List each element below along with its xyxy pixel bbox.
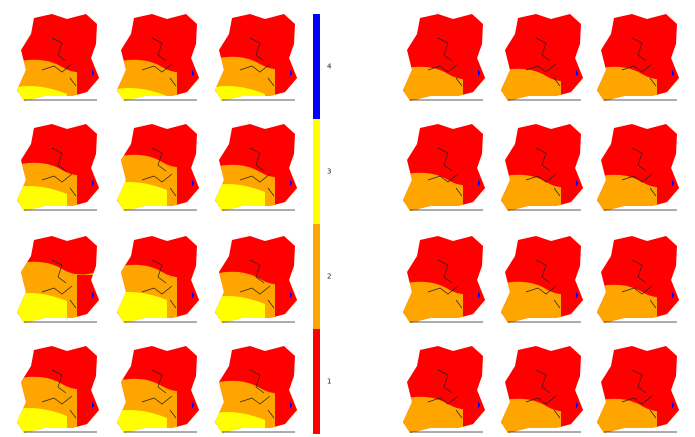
map-region bbox=[496, 323, 551, 331]
map-panel bbox=[12, 230, 107, 330]
map-panel bbox=[112, 118, 207, 218]
map-region bbox=[592, 433, 647, 437]
map-panel bbox=[592, 118, 687, 219]
map-fill bbox=[592, 230, 687, 331]
map-fill bbox=[592, 118, 687, 219]
map-fill bbox=[210, 118, 305, 218]
map-region bbox=[398, 323, 453, 331]
map-region bbox=[592, 323, 647, 331]
colorbar-segment bbox=[313, 14, 320, 119]
map-fill bbox=[210, 230, 305, 330]
map-panel bbox=[496, 230, 591, 331]
map-fill bbox=[210, 8, 305, 108]
map-panel bbox=[592, 230, 687, 331]
map-fill bbox=[496, 118, 591, 219]
map-region bbox=[112, 292, 167, 330]
map-region bbox=[77, 385, 107, 437]
map-fill bbox=[112, 8, 207, 108]
map-panel bbox=[398, 118, 493, 219]
colorbar-segment bbox=[313, 119, 320, 224]
colorbar-label: 3 bbox=[327, 168, 331, 176]
map-fill bbox=[112, 118, 207, 218]
map-grid bbox=[12, 8, 687, 437]
map-region bbox=[398, 101, 453, 109]
map-region bbox=[177, 385, 207, 437]
map-region bbox=[210, 184, 265, 218]
map-region bbox=[210, 296, 265, 330]
map-panel bbox=[398, 230, 493, 331]
map-panel bbox=[12, 8, 107, 108]
map-fill bbox=[398, 230, 493, 331]
map-panel bbox=[112, 230, 207, 330]
map-panel bbox=[398, 8, 493, 109]
map-panel bbox=[12, 340, 107, 437]
colorbar-label: 2 bbox=[327, 273, 331, 281]
map-region bbox=[592, 101, 647, 109]
map-fill bbox=[12, 118, 107, 218]
map-fill bbox=[496, 8, 591, 109]
figure: 4 3 2 1 bbox=[0, 0, 695, 437]
map-fill bbox=[112, 230, 207, 330]
map-panel bbox=[496, 8, 591, 109]
map-region bbox=[398, 433, 453, 437]
map-panel bbox=[592, 8, 687, 109]
map-region bbox=[496, 433, 551, 437]
map-fill bbox=[398, 8, 493, 109]
colorbar-label: 1 bbox=[327, 378, 331, 386]
map-panel bbox=[398, 340, 493, 437]
map-region bbox=[398, 211, 453, 219]
map-fill bbox=[12, 8, 107, 108]
map-panel bbox=[592, 340, 687, 437]
map-panel bbox=[112, 8, 207, 108]
map-fill bbox=[398, 118, 493, 219]
map-region bbox=[463, 385, 493, 437]
map-panel bbox=[112, 340, 207, 437]
map-panel bbox=[210, 230, 305, 330]
map-region bbox=[12, 293, 67, 330]
colorbar-segment bbox=[313, 329, 320, 434]
map-region bbox=[275, 385, 305, 437]
map-region bbox=[592, 211, 647, 219]
map-fill bbox=[592, 8, 687, 109]
map-fill bbox=[496, 230, 591, 331]
map-region bbox=[561, 385, 591, 437]
map-panel bbox=[210, 340, 305, 437]
map-panel bbox=[496, 340, 591, 437]
map-region bbox=[657, 385, 687, 437]
map-region bbox=[496, 101, 551, 109]
colorbar: 4 3 2 1 bbox=[313, 14, 332, 434]
map-panel bbox=[12, 118, 107, 218]
map-region bbox=[496, 211, 551, 219]
colorbar-segment bbox=[313, 224, 320, 329]
map-panel bbox=[210, 8, 305, 108]
map-panel bbox=[210, 118, 305, 218]
map-panel bbox=[496, 118, 591, 219]
map-region bbox=[112, 182, 167, 218]
map-fill bbox=[12, 230, 107, 330]
colorbar-label: 4 bbox=[327, 63, 332, 71]
